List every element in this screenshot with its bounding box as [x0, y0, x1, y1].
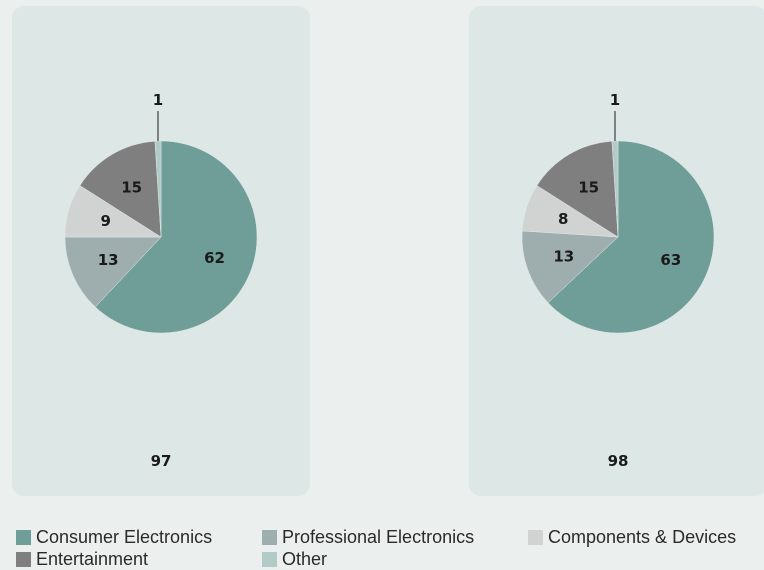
pie-slice-label-consumer-electronics: 63: [660, 251, 681, 269]
legend-label: Other: [282, 549, 328, 569]
pie-panel-left: 62 13 9 15 1 97: [12, 6, 310, 496]
legend-swatch: [16, 551, 31, 567]
panel-total-label: 97: [150, 452, 172, 470]
legend-item-components-devices: Components & Devices: [528, 526, 764, 548]
pie-slice-label-components-devices: 9: [100, 212, 110, 230]
pie-slice-professional-electronics: [64, 236, 162, 308]
legend: Consumer Electronics Professional Electr…: [16, 526, 764, 570]
legend-swatch: [262, 529, 277, 545]
pie-slice-label-consumer-electronics: 62: [204, 249, 225, 267]
pie-slice-label-entertainment: 15: [578, 178, 599, 196]
pie-slice-entertainment: [79, 140, 162, 238]
pie-slice-professional-electronics: [521, 230, 619, 304]
pie-slice-label-other: 1: [610, 91, 620, 109]
pie-slice-label-professional-electronics: 13: [553, 248, 574, 266]
legend-label: Professional Electronics: [282, 527, 475, 547]
pie-chart-left: 62 13 9 15 1: [64, 91, 258, 334]
legend-item-consumer-electronics: Consumer Electronics: [16, 526, 262, 548]
legend-label: Entertainment: [36, 549, 149, 569]
pie-panel-right: 63 13 8 15 1 98: [469, 6, 764, 496]
legend-swatch: [262, 551, 277, 567]
pie-slice-consumer-electronics: [94, 140, 258, 334]
legend-swatch: [16, 529, 31, 545]
pie-chart-right: 63 13 8 15 1: [521, 91, 715, 334]
panel-total-label: 98: [607, 452, 629, 470]
legend-label: Components & Devices: [548, 527, 737, 547]
pie-slice-label-other: 1: [153, 91, 163, 109]
pie-slice-label-professional-electronics: 13: [98, 251, 119, 269]
legend-item-professional-electronics: Professional Electronics: [262, 526, 528, 548]
pie-slice-entertainment: [536, 140, 619, 238]
legend-swatch: [528, 529, 543, 545]
pie-slice-label-components-devices: 8: [558, 210, 568, 228]
legend-item-other: Other: [262, 548, 528, 570]
pie-slice-consumer-electronics: [547, 140, 715, 334]
legend-label: Consumer Electronics: [36, 527, 213, 547]
pie-slice-label-entertainment: 15: [121, 178, 142, 196]
legend-item-entertainment: Entertainment: [16, 548, 262, 570]
